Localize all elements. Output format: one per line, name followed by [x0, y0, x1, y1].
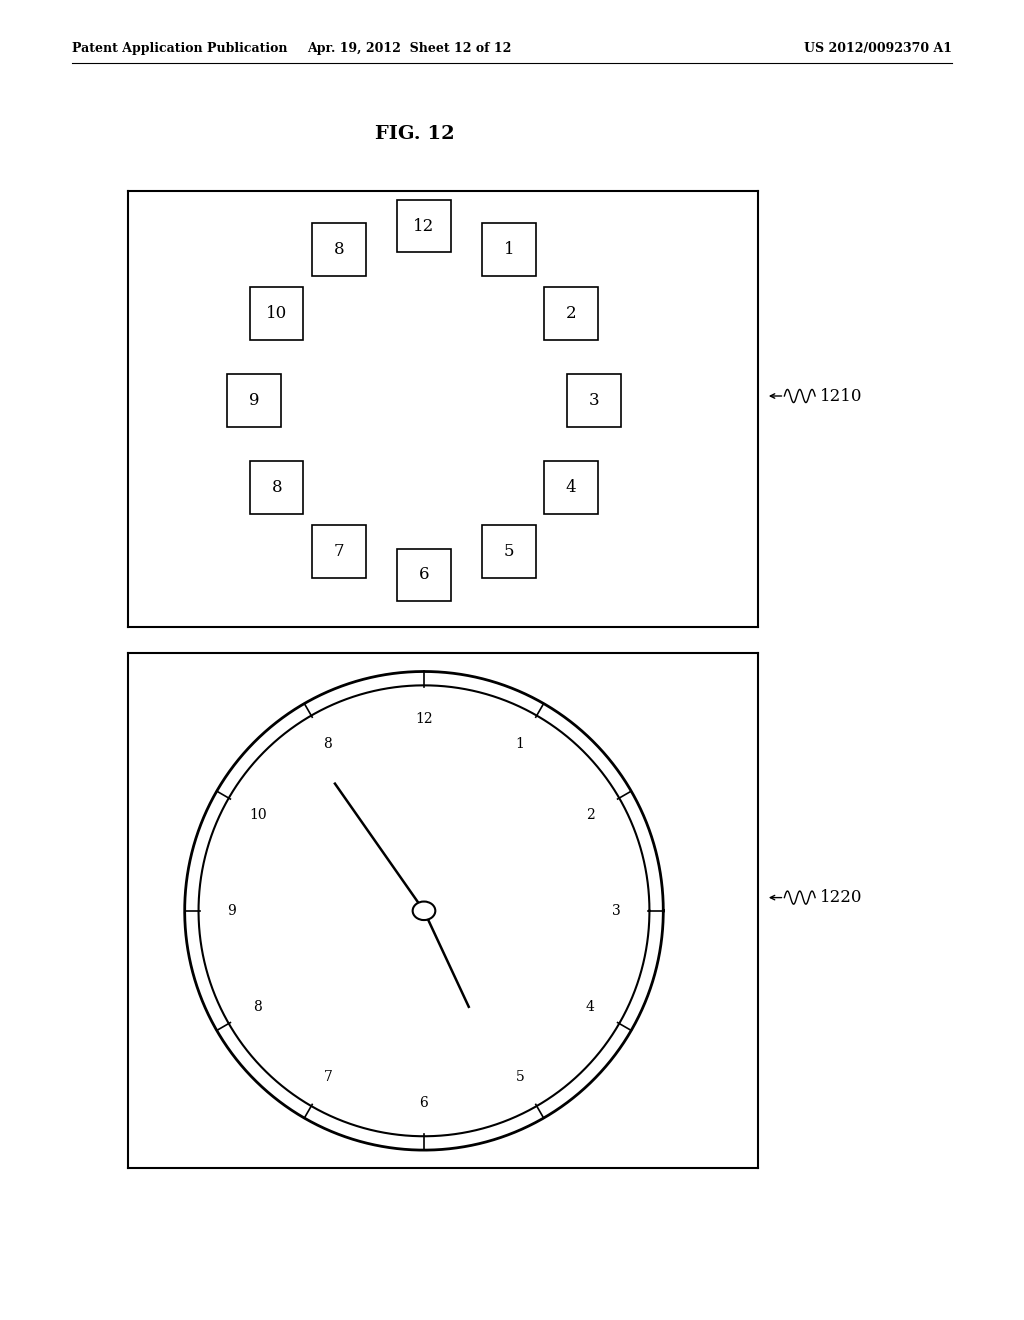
Text: 12: 12 [415, 711, 433, 726]
Bar [397, 201, 451, 252]
Text: 1220: 1220 [820, 890, 863, 906]
Text: 3: 3 [611, 904, 621, 917]
Circle shape [413, 902, 435, 920]
Text: 9: 9 [227, 904, 237, 917]
Text: FIG. 12: FIG. 12 [375, 125, 455, 144]
Bar [482, 223, 536, 276]
Text: 7: 7 [324, 1071, 333, 1084]
Text: 8: 8 [271, 479, 282, 496]
Text: 1: 1 [516, 738, 524, 751]
Bar [567, 375, 621, 426]
Text: 8: 8 [334, 242, 344, 259]
Bar [250, 462, 303, 513]
Text: 6: 6 [419, 566, 429, 583]
Text: 4: 4 [566, 479, 577, 496]
Bar [227, 375, 281, 426]
Bar [312, 525, 366, 578]
Text: Patent Application Publication: Patent Application Publication [72, 42, 287, 55]
Text: 7: 7 [334, 543, 344, 560]
Text: 1210: 1210 [820, 388, 863, 404]
Text: 9: 9 [249, 392, 259, 409]
Text: 10: 10 [266, 305, 288, 322]
Text: 2: 2 [566, 305, 577, 322]
Text: Apr. 19, 2012  Sheet 12 of 12: Apr. 19, 2012 Sheet 12 of 12 [307, 42, 512, 55]
Text: 5: 5 [504, 543, 514, 560]
Text: 2: 2 [586, 808, 595, 822]
Bar [545, 462, 598, 513]
Text: US 2012/0092370 A1: US 2012/0092370 A1 [804, 42, 952, 55]
Text: 8: 8 [253, 999, 262, 1014]
Bar [397, 549, 451, 601]
Bar [545, 288, 598, 339]
Text: 1: 1 [504, 242, 514, 259]
Bar [482, 525, 536, 578]
Text: 12: 12 [414, 218, 434, 235]
Text: 5: 5 [516, 1071, 524, 1084]
Text: 3: 3 [589, 392, 599, 409]
Bar [312, 223, 366, 276]
Text: 6: 6 [420, 1096, 428, 1110]
Text: 4: 4 [586, 999, 595, 1014]
Text: 10: 10 [249, 808, 266, 822]
Text: 8: 8 [324, 738, 333, 751]
Bar [250, 288, 303, 339]
